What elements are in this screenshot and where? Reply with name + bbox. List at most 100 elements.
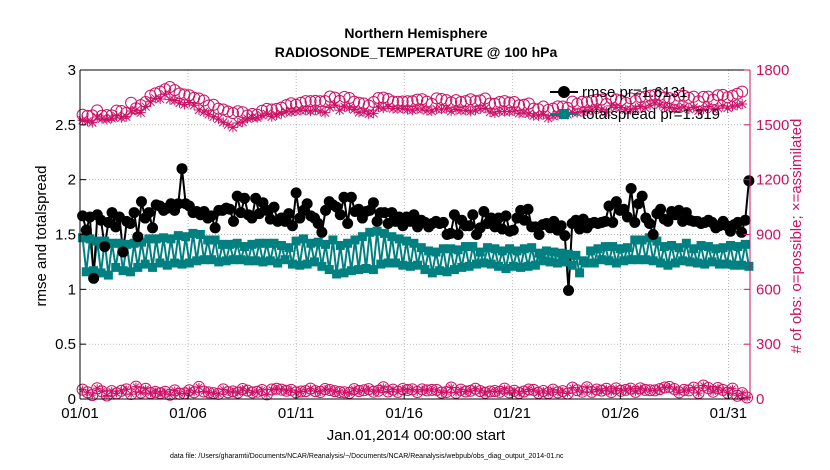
totalspread-point bbox=[571, 250, 581, 260]
obs-assimilated-point bbox=[441, 103, 452, 114]
y-tick-label-left: 0 bbox=[68, 391, 76, 408]
totalspread-point bbox=[560, 257, 570, 267]
obs-assimilated-point bbox=[140, 101, 151, 112]
obs-assimilated-low-point bbox=[461, 387, 470, 396]
totalspread-point bbox=[284, 243, 294, 253]
totalspread-point bbox=[611, 258, 621, 268]
obs-assimilated-low-point bbox=[325, 386, 334, 395]
y-tick-label-right: 900 bbox=[756, 227, 781, 244]
totalspread-point bbox=[729, 260, 739, 270]
totalspread-point bbox=[431, 247, 441, 257]
obs-low-point bbox=[192, 380, 205, 393]
obs-assimilated-point bbox=[378, 103, 389, 114]
obs-assimilated-low-point bbox=[321, 384, 330, 393]
totalspread-point bbox=[387, 232, 397, 242]
obs-assimilated-point bbox=[533, 110, 544, 121]
rmse-point bbox=[507, 224, 519, 236]
totalspread-point bbox=[398, 260, 408, 270]
obs-assimilated-low-point bbox=[607, 388, 616, 397]
totalspread-point bbox=[556, 248, 566, 258]
totalspread-point bbox=[129, 238, 139, 248]
totalspread-point bbox=[339, 268, 349, 278]
totalspread-point bbox=[692, 258, 702, 268]
obs-assimilated-point bbox=[363, 108, 374, 119]
obs-low-point bbox=[382, 385, 395, 398]
totalspread-point bbox=[464, 261, 474, 271]
obs-assimilated-low-point bbox=[694, 389, 703, 398]
totalspread-point bbox=[737, 260, 747, 270]
totalspread-point bbox=[722, 259, 732, 269]
y-tick-label-right: 600 bbox=[756, 281, 781, 298]
totalspread-point bbox=[457, 262, 467, 272]
obs-assimilated-point bbox=[698, 104, 709, 115]
totalspread-point bbox=[225, 239, 235, 249]
obs-assimilated-point bbox=[198, 107, 209, 118]
totalspread-point bbox=[508, 261, 518, 271]
obs-assimilated-low-point bbox=[282, 386, 291, 395]
obs-assimilated-point bbox=[596, 104, 607, 115]
obs-possible-point bbox=[464, 93, 477, 106]
obs-assimilated-point bbox=[586, 104, 597, 115]
totalspread-point bbox=[114, 238, 124, 248]
obs-assimilated-point bbox=[252, 112, 263, 123]
obs-assimilated-point bbox=[645, 100, 656, 111]
totalspread-point bbox=[703, 242, 713, 252]
obs-assimilated-low-point bbox=[190, 388, 199, 397]
totalspread-point bbox=[96, 268, 106, 278]
obs-assimilated-point bbox=[145, 96, 156, 107]
obs-assimilated-point bbox=[92, 111, 103, 122]
rmse-point bbox=[452, 229, 464, 240]
obs-assimilated-point bbox=[373, 102, 384, 113]
totalspread-point bbox=[291, 236, 301, 246]
rmse-point bbox=[301, 198, 313, 210]
totalspread-point bbox=[486, 259, 496, 269]
obs-assimilated-point bbox=[329, 99, 340, 110]
y-axis-label-left: rmse and totalspread bbox=[33, 166, 50, 307]
legend-rmse-label: rmse pr=1.6131 bbox=[582, 84, 687, 101]
totalspread-point bbox=[335, 240, 345, 250]
totalspread-point bbox=[321, 239, 331, 249]
totalspread-point bbox=[391, 258, 401, 268]
totalspread-point bbox=[240, 242, 250, 252]
obs-assimilated-point bbox=[708, 103, 719, 114]
totalspread-point bbox=[346, 266, 356, 276]
totalspread-point bbox=[103, 270, 113, 280]
obs-assimilated-point bbox=[504, 106, 515, 117]
obs-assimilated-point bbox=[203, 109, 214, 120]
totalspread-point bbox=[368, 265, 378, 275]
obs-assimilated-low-point bbox=[490, 386, 499, 395]
obs-assimilated-point bbox=[475, 103, 486, 114]
obs-assimilated-point bbox=[286, 107, 297, 118]
obs-assimilated-low-point bbox=[345, 388, 354, 397]
obs-assimilated-point bbox=[470, 105, 481, 116]
totalspread-point bbox=[519, 244, 529, 254]
obs-low-point bbox=[163, 388, 176, 401]
totalspread-point bbox=[159, 233, 169, 243]
totalspread-point bbox=[575, 268, 585, 278]
totalspread-point bbox=[273, 258, 283, 268]
obs-assimilated-point bbox=[320, 107, 331, 118]
rmse-point bbox=[239, 192, 251, 204]
obs-assimilated-point bbox=[518, 107, 529, 118]
obs-low-point bbox=[503, 386, 516, 399]
obs-assimilated-low-point bbox=[122, 385, 131, 394]
totalspread-point bbox=[302, 259, 312, 269]
obs-assimilated-point bbox=[87, 117, 98, 128]
totalspread-point bbox=[265, 256, 275, 266]
totalspread-point bbox=[361, 263, 371, 273]
obs-assimilated-point bbox=[368, 108, 379, 119]
totalspread-point bbox=[221, 256, 231, 266]
rmse-point bbox=[463, 220, 475, 232]
obs-assimilated-point bbox=[581, 105, 592, 116]
obs-assimilated-point bbox=[349, 104, 360, 115]
obs-assimilated-low-point bbox=[418, 385, 427, 394]
obs-assimilated-low-point bbox=[592, 385, 601, 394]
obs-assimilated-low-point bbox=[582, 383, 591, 392]
totalspread-point bbox=[670, 258, 680, 268]
totalspread-point bbox=[402, 236, 412, 246]
series-marks bbox=[76, 80, 755, 404]
totalspread-point bbox=[310, 257, 320, 267]
totalspread-point bbox=[78, 233, 88, 243]
obs-assimilated-point bbox=[300, 105, 311, 116]
totalspread-point bbox=[497, 246, 507, 256]
